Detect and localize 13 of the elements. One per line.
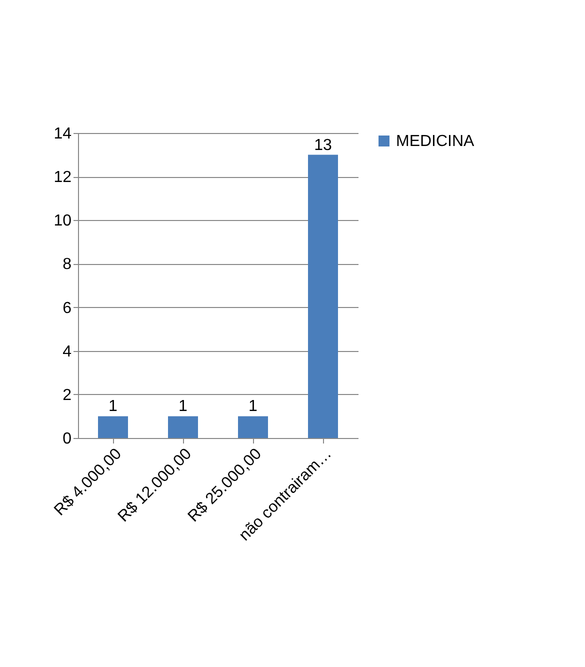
legend-label: MEDICINA <box>396 133 475 150</box>
y-tick-label: 10 <box>54 212 72 230</box>
data-label: 1 <box>248 398 258 416</box>
data-label: 1 <box>108 398 118 416</box>
y-tick-label: 8 <box>62 256 72 274</box>
y-tick-label: 6 <box>62 300 72 317</box>
data-label: 13 <box>314 136 332 154</box>
y-tick-label: 12 <box>54 169 72 186</box>
data-label: 1 <box>178 398 188 416</box>
y-tick-label: 0 <box>62 430 72 448</box>
y-tick-label: 2 <box>62 386 72 404</box>
y-tick-label: 4 <box>62 343 72 360</box>
y-tick-label: 14 <box>54 126 72 142</box>
